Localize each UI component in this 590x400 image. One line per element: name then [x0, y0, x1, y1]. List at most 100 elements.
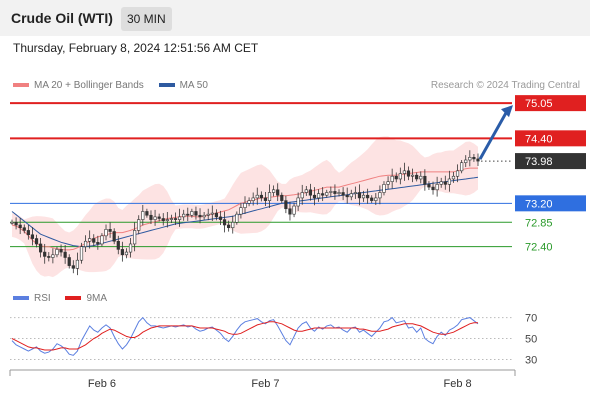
candle-body	[67, 257, 71, 266]
legend-ma20-label: MA 20 + Bollinger Bands	[34, 80, 144, 91]
candle-body	[251, 197, 255, 201]
candle-body	[276, 189, 280, 196]
candle-body	[361, 194, 366, 199]
candle-body	[316, 193, 321, 199]
candle-body	[386, 181, 390, 185]
candle-body	[239, 207, 243, 215]
candle-body	[431, 186, 435, 191]
candle-body	[272, 189, 276, 193]
candle-body	[410, 174, 415, 177]
candle-body	[100, 235, 104, 245]
candle-body	[145, 211, 149, 216]
legend-ma20: MA 20 + Bollinger Bands	[13, 80, 144, 91]
candle-body	[30, 234, 35, 239]
candle-body	[92, 238, 96, 243]
candle-body	[255, 194, 259, 199]
candle-body	[133, 230, 137, 245]
rsi-tick-50: 50	[525, 334, 537, 346]
candle-body	[18, 224, 22, 229]
candle-body	[419, 175, 423, 180]
candle-body	[321, 193, 325, 196]
candle-body	[259, 194, 263, 199]
candle-body	[443, 181, 447, 185]
candle-body	[96, 242, 100, 245]
candle-body	[382, 184, 386, 193]
candle-body	[304, 189, 308, 193]
candle-body	[120, 249, 124, 256]
level-tag-1	[515, 130, 586, 147]
candle-body	[227, 224, 231, 229]
level-tag-0	[515, 95, 586, 112]
candle-body	[206, 213, 210, 216]
candle-body	[22, 227, 26, 231]
legend-ma50-label: MA 50	[179, 80, 208, 91]
candle-body	[366, 194, 370, 199]
candle-body	[39, 243, 43, 253]
x-tick-label: Feb 7	[251, 378, 279, 390]
candle-body	[177, 216, 182, 220]
candle-body	[455, 170, 460, 177]
candle-body	[83, 240, 88, 247]
candle-body	[267, 192, 272, 201]
rsi-tick-30: 30	[525, 354, 537, 366]
projection-arrow-shaft	[478, 110, 509, 160]
candle-body	[472, 156, 476, 160]
candle-body	[173, 218, 178, 220]
candle-body	[349, 193, 353, 198]
candle-body	[190, 211, 194, 216]
candle-body	[59, 249, 63, 253]
candle-body	[406, 170, 411, 177]
timeframe-selector[interactable]: 30 MIN	[121, 7, 172, 31]
candle-body	[51, 254, 55, 258]
candle-body	[284, 200, 288, 210]
candle-body	[423, 175, 427, 185]
rsi-legend: RSI 9MA	[13, 293, 119, 304]
candle-body	[398, 173, 402, 180]
candle-body	[182, 213, 186, 218]
legend-9ma-label: 9MA	[86, 293, 108, 304]
candle-body	[34, 238, 39, 245]
candle-body	[26, 230, 30, 236]
level-tag-3	[515, 195, 586, 212]
candle-body	[325, 192, 329, 196]
candle-body	[10, 221, 14, 224]
candle-body	[451, 175, 456, 180]
candle-body	[378, 192, 382, 199]
candle-body	[370, 197, 374, 201]
rsi-line	[11, 316, 479, 356]
candle-body	[353, 192, 357, 194]
instrument-title: Crude Oil (WTI)	[11, 10, 113, 26]
price-legend: MA 20 + Bollinger Bands MA 50	[13, 80, 220, 91]
candle-body	[435, 184, 439, 191]
candle-body	[357, 192, 362, 199]
candle-body	[312, 194, 317, 199]
candle-body	[71, 265, 75, 269]
candle-body	[161, 218, 165, 221]
candle-body	[247, 200, 251, 204]
candle-body	[79, 246, 84, 261]
candle-body	[104, 229, 108, 237]
candle-body	[464, 159, 468, 164]
candle-body	[210, 212, 214, 215]
x-tick-label: Feb 6	[88, 378, 116, 390]
candle-body	[112, 231, 116, 242]
candle-body	[149, 214, 153, 220]
candle-body	[124, 251, 129, 256]
candle-body	[329, 191, 333, 193]
level-label-0: 75.05	[525, 98, 553, 110]
candle-body	[141, 211, 145, 220]
projection-arrow-head	[501, 105, 513, 118]
candle-body	[202, 214, 206, 218]
level-label-2: 73.98	[525, 156, 553, 168]
candle-body	[169, 218, 174, 220]
candle-body	[345, 194, 349, 198]
legend-ma50: MA 50	[158, 80, 208, 91]
candle-body	[394, 175, 398, 180]
candle-body	[374, 197, 378, 201]
candle-body	[47, 256, 51, 258]
ma50-swatch	[158, 83, 175, 88]
candle-body	[198, 214, 202, 218]
candle-body	[427, 184, 431, 188]
candle-body	[153, 216, 157, 220]
